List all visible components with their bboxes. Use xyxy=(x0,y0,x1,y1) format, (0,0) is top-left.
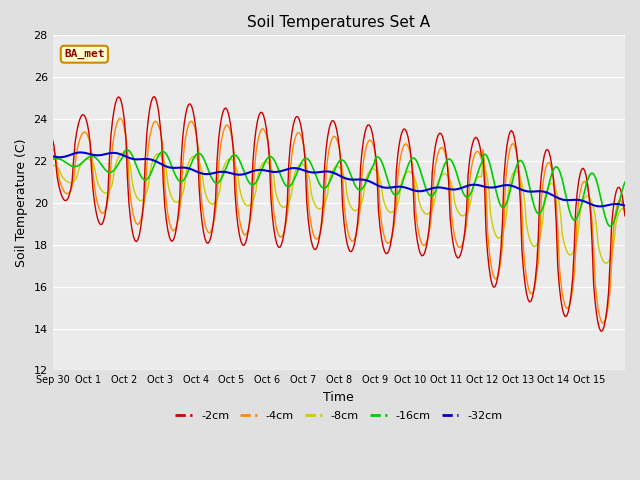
X-axis label: Time: Time xyxy=(323,391,354,404)
Y-axis label: Soil Temperature (C): Soil Temperature (C) xyxy=(15,139,28,267)
Legend: -2cm, -4cm, -8cm, -16cm, -32cm: -2cm, -4cm, -8cm, -16cm, -32cm xyxy=(171,406,507,425)
Title: Soil Temperatures Set A: Soil Temperatures Set A xyxy=(247,15,430,30)
Text: BA_met: BA_met xyxy=(64,49,104,60)
